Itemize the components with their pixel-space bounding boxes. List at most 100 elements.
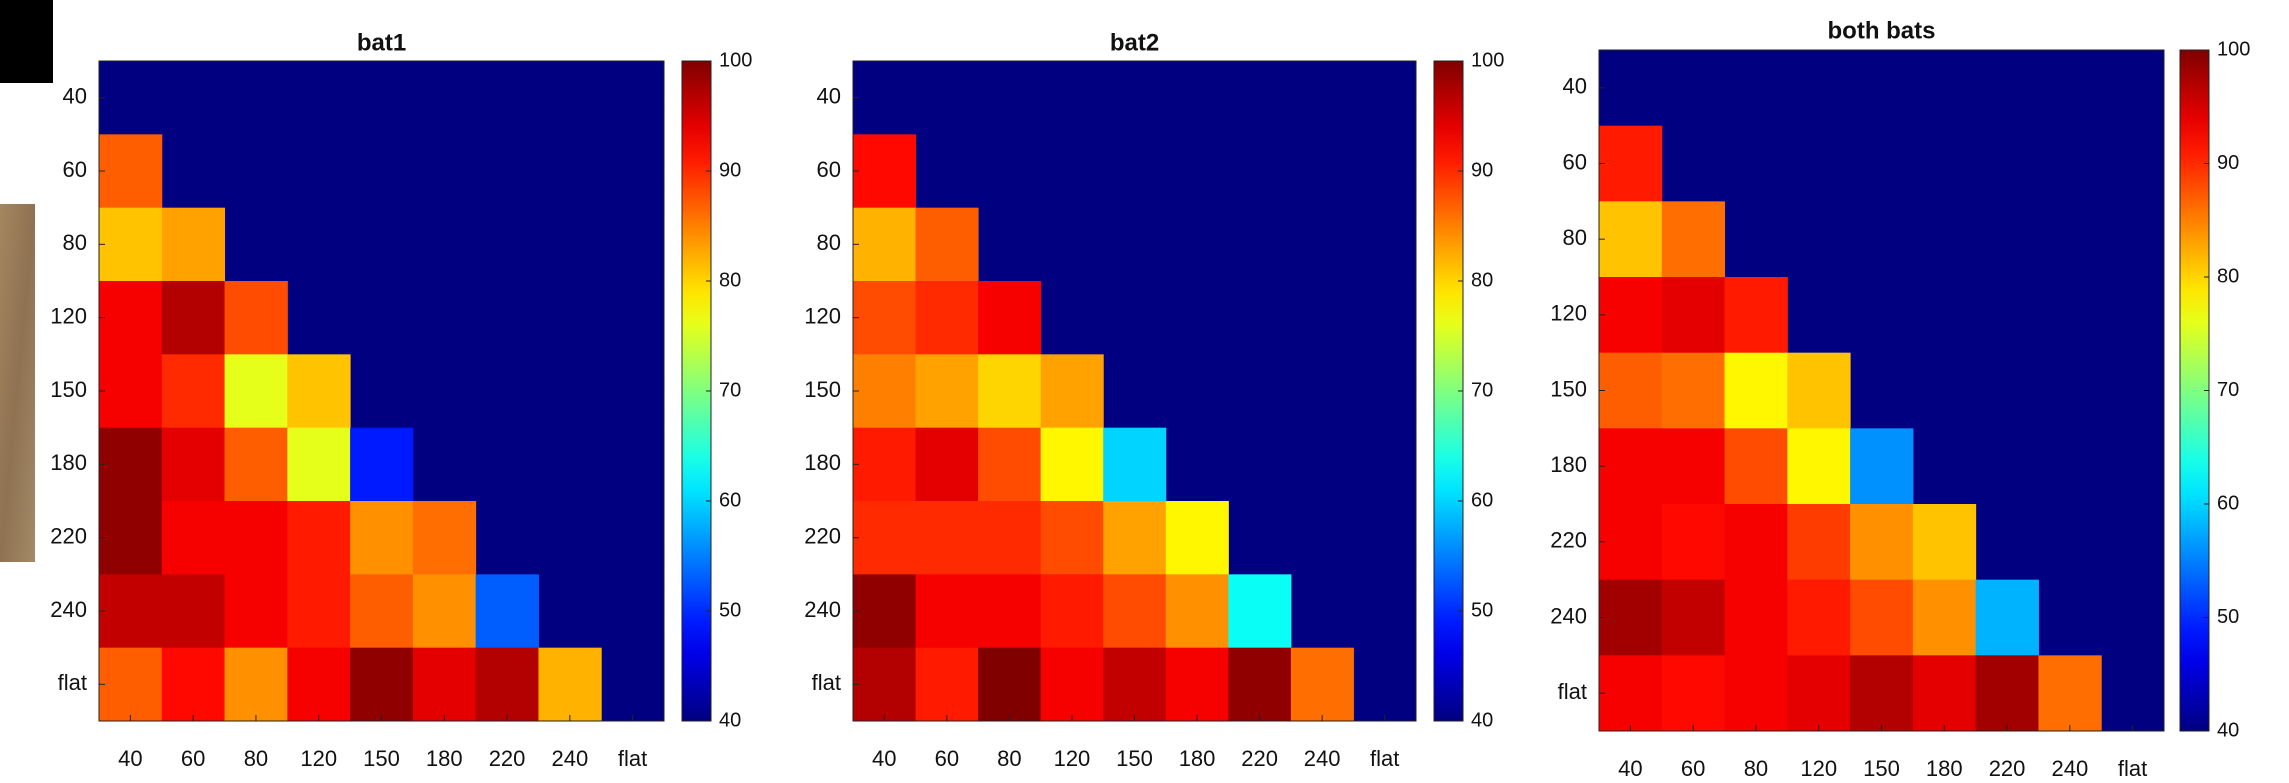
heat-cell <box>99 574 163 649</box>
y-tick-label: 120 <box>804 303 841 328</box>
colorbar-tick-label: 90 <box>1471 159 1493 181</box>
y-tick-label: 180 <box>1550 452 1587 477</box>
heat-cell <box>1228 574 1292 649</box>
heat-cell <box>161 354 226 429</box>
heat-cell <box>1661 504 1726 581</box>
heat-cell <box>1724 428 1788 505</box>
heat-cell <box>161 501 226 575</box>
heat-cell <box>978 354 1042 429</box>
colorbar-tick-label: 60 <box>2217 492 2239 514</box>
heat-cell <box>1787 579 1851 656</box>
y-tick-label: 40 <box>63 83 87 108</box>
chart-title: bat2 <box>1110 29 1159 56</box>
x-tick-label: 120 <box>1054 746 1091 771</box>
heat-cell <box>99 134 163 209</box>
heat-cell <box>224 501 288 575</box>
chart-title: bat1 <box>357 29 406 56</box>
heat-cell <box>99 501 163 575</box>
y-tick-label: 150 <box>1550 376 1587 401</box>
heat-cell <box>412 501 477 575</box>
heat-cell <box>1599 655 1663 732</box>
colorbar-tick-label: 50 <box>719 599 741 621</box>
black-block <box>0 0 53 83</box>
heat-cell <box>1787 655 1851 732</box>
heat-cell <box>978 574 1042 649</box>
colorbar-tick-label: 70 <box>2217 379 2239 401</box>
heat-cell <box>853 207 917 282</box>
x-tick-label: 60 <box>181 746 205 771</box>
x-tick-label: 240 <box>1304 746 1341 771</box>
x-tick-label: 60 <box>1681 756 1705 781</box>
y-tick-label: 220 <box>50 523 87 548</box>
y-tick-label: 150 <box>50 377 87 402</box>
heat-cell <box>1661 352 1726 429</box>
heat-cell <box>1040 647 1104 722</box>
heat-cell <box>1912 504 1977 581</box>
heat-cell <box>475 574 539 649</box>
heat-cell <box>99 647 163 722</box>
heat-cell <box>1787 428 1851 505</box>
colorbar-tick-label: 70 <box>1471 379 1493 401</box>
x-tick-label: 240 <box>2051 756 2088 781</box>
x-tick-label: flat <box>618 746 647 771</box>
heat-cell <box>161 281 226 355</box>
heat-cell <box>161 647 226 722</box>
y-tick-label: 120 <box>1550 301 1587 326</box>
x-tick-label: 180 <box>1926 756 1963 781</box>
heat-cell <box>1599 277 1663 354</box>
heat-cell <box>853 134 917 209</box>
heat-cell <box>99 281 163 355</box>
y-tick-label: 240 <box>50 597 87 622</box>
chart-title: both bats <box>1828 17 1936 44</box>
heat-cell <box>1661 579 1726 656</box>
x-tick-label: 80 <box>1744 756 1768 781</box>
y-tick-label: 220 <box>804 523 841 548</box>
colorbar-tick-label: 80 <box>1471 269 1493 291</box>
colorbar-tick-label: 80 <box>719 269 741 291</box>
y-tick-label: 240 <box>804 597 841 622</box>
y-tick-label: 220 <box>1550 528 1587 553</box>
heat-cell <box>1103 574 1167 649</box>
heat-cell <box>1787 504 1851 581</box>
heat-cell <box>1850 579 1914 656</box>
colorbar-tick-label: 50 <box>2217 606 2239 628</box>
heat-cell <box>224 574 288 649</box>
heat-cell <box>915 354 979 429</box>
x-tick-label: 150 <box>1116 746 1153 771</box>
heat-cell <box>1228 647 1292 722</box>
heat-cell <box>1599 352 1663 429</box>
heat-cell <box>1103 501 1167 575</box>
heat-cell <box>1103 427 1167 502</box>
heat-cell <box>1850 504 1914 581</box>
y-tick-label: 60 <box>63 157 87 182</box>
heat-cell <box>1912 655 1977 732</box>
heat-cell <box>161 207 226 282</box>
photo-strip <box>0 204 35 562</box>
heat-cell <box>915 647 979 722</box>
heat-cell <box>99 427 163 502</box>
y-tick-label: 240 <box>1550 603 1587 628</box>
heat-cell <box>1165 647 1229 722</box>
heat-cell <box>853 354 917 429</box>
heat-cell <box>161 574 226 649</box>
x-tick-label: 180 <box>1179 746 1216 771</box>
y-tick-label: 180 <box>50 450 87 475</box>
heat-cell <box>287 501 351 575</box>
x-tick-label: flat <box>2118 756 2147 781</box>
colorbar-tick-label: 90 <box>719 159 741 181</box>
heat-cell <box>287 574 351 649</box>
heat-cell <box>412 647 477 722</box>
heat-cell <box>475 647 539 722</box>
x-tick-label: 120 <box>300 746 337 771</box>
colorbar-tick-label: 60 <box>719 489 741 511</box>
heat-cell <box>538 647 602 722</box>
y-tick-label: flat <box>58 670 87 695</box>
heat-cell <box>1599 201 1663 278</box>
heat-cell <box>99 207 163 282</box>
heat-cell <box>853 574 917 649</box>
heat-cell <box>350 501 414 575</box>
heat-cell <box>853 501 917 575</box>
heat-cell <box>287 647 351 722</box>
colorbar-tick-label: 40 <box>1471 709 1493 731</box>
